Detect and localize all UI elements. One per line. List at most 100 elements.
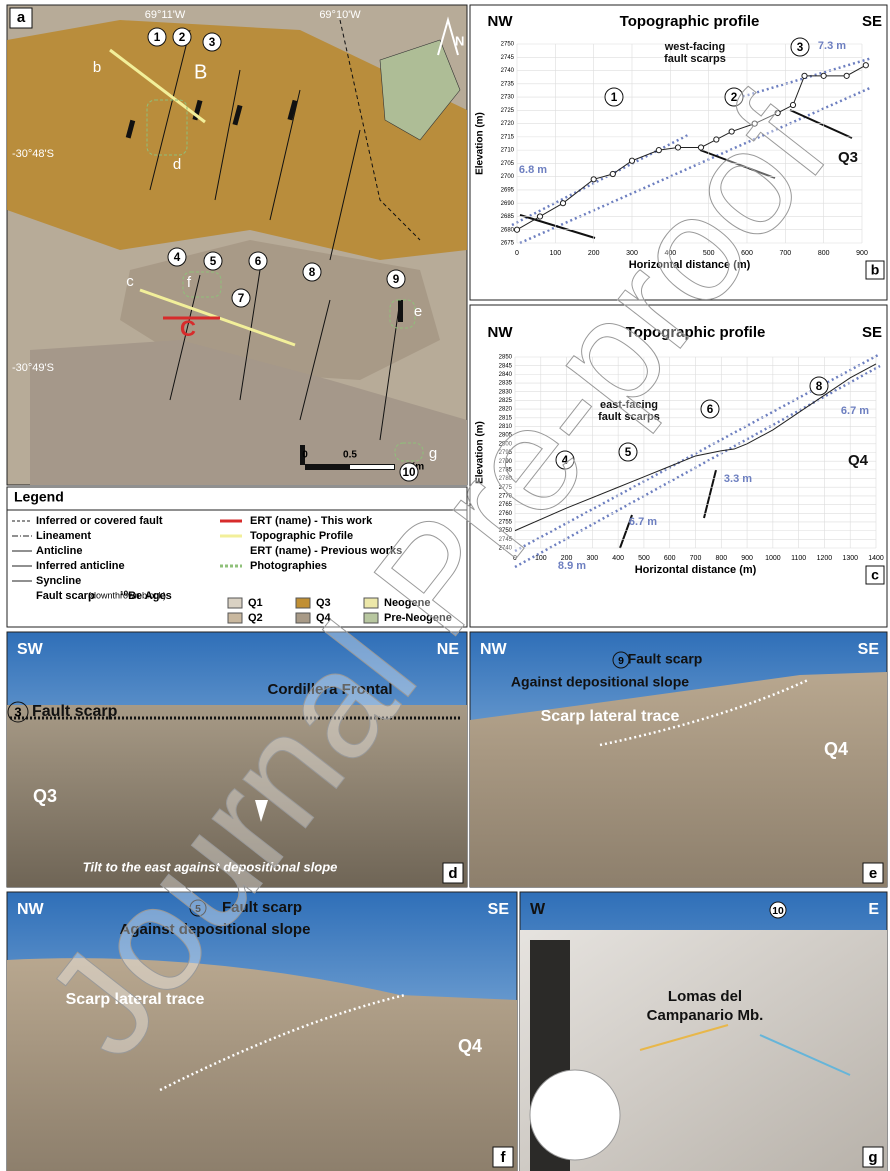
circled-number: 1 bbox=[611, 91, 618, 104]
x-tick-label: 400 bbox=[612, 555, 624, 562]
legend-label: Lineament bbox=[36, 530, 91, 542]
circled-number: 2 bbox=[179, 31, 186, 44]
photo-e bbox=[470, 632, 887, 887]
photo-text: Scarp lateral trace bbox=[541, 708, 680, 725]
direction-label: W bbox=[530, 901, 546, 918]
profile-letter: B bbox=[194, 61, 207, 83]
y-tick-label: 2675 bbox=[501, 241, 515, 247]
y-tick-label: 2720 bbox=[501, 121, 515, 127]
circled-number: 9 bbox=[618, 656, 624, 667]
x-tick-label: 700 bbox=[690, 555, 702, 562]
direction-label: NW bbox=[488, 324, 514, 341]
photo-text: Q3 bbox=[33, 786, 57, 806]
unit-swatch bbox=[228, 613, 242, 623]
legend-label: Syncline bbox=[36, 575, 81, 587]
longitude-label: 69°10'W bbox=[319, 9, 361, 21]
photo-text: Q4 bbox=[824, 739, 848, 759]
annotation: 3.3 m bbox=[724, 473, 752, 485]
y-axis-label: Elevation (m) bbox=[475, 112, 486, 175]
y-tick-label: 2730 bbox=[501, 95, 515, 101]
panel-label: g bbox=[868, 1149, 877, 1166]
y-tick-label: 2710 bbox=[501, 148, 515, 154]
circled-number: 3 bbox=[797, 41, 804, 54]
photo-text: Campanario Mb. bbox=[647, 1007, 764, 1024]
circled-number: 1 bbox=[154, 31, 161, 44]
circled-number: 5 bbox=[210, 255, 217, 268]
y-tick-label: 2690 bbox=[501, 201, 515, 207]
circled-number: 8 bbox=[816, 380, 823, 393]
photo-text: Fault scarp bbox=[32, 703, 118, 720]
x-tick-label: 1300 bbox=[842, 555, 858, 562]
figure: a 69°11'W 69°10'W -30°48'S -30°49'S N 0 … bbox=[0, 0, 890, 1171]
y-tick-label: 2725 bbox=[501, 108, 515, 114]
scale-bar bbox=[350, 465, 394, 469]
x-tick-label: 900 bbox=[856, 250, 868, 257]
x-tick-label: 1100 bbox=[791, 555, 806, 562]
unit-swatch bbox=[228, 598, 242, 608]
profile-point bbox=[863, 63, 868, 68]
scale-label: 0 bbox=[302, 450, 308, 461]
y-tick-label: 2735 bbox=[501, 81, 515, 87]
profile-point bbox=[537, 214, 542, 219]
photo-text: Lomas del bbox=[668, 988, 742, 1005]
x-tick-label: 600 bbox=[664, 555, 676, 562]
latitude-label: -30°48'S bbox=[12, 148, 54, 160]
x-tick-label: 1200 bbox=[817, 555, 833, 562]
circled-number: 10 bbox=[772, 906, 784, 917]
photo-letter: d bbox=[173, 156, 181, 173]
circled-number: 6 bbox=[255, 255, 262, 268]
unit-label: Q1 bbox=[248, 597, 263, 609]
y-tick-label: 2695 bbox=[501, 188, 515, 194]
profile-point bbox=[591, 177, 596, 182]
legend-label: Fault scarp bbox=[36, 590, 95, 602]
annotation: Q4 bbox=[848, 452, 869, 469]
x-tick-label: 500 bbox=[638, 555, 650, 562]
profile-point bbox=[610, 171, 615, 176]
legend-label: Inferred or covered fault bbox=[36, 515, 163, 527]
annotation: 6.7 m bbox=[629, 516, 657, 528]
profile-point bbox=[790, 102, 795, 107]
profile-point bbox=[629, 158, 634, 163]
direction-label: NW bbox=[17, 901, 45, 918]
direction-label: E bbox=[868, 901, 879, 918]
direction-label: SW bbox=[17, 641, 44, 658]
annotation: 6.8 m bbox=[519, 164, 547, 176]
panel-label: e bbox=[869, 865, 877, 882]
circled-number: 4 bbox=[174, 251, 181, 264]
circled-number: 7 bbox=[238, 292, 245, 305]
north-label: N bbox=[455, 33, 464, 48]
latitude-label: -30°49'S bbox=[12, 362, 54, 374]
y-tick-label: 2740 bbox=[501, 68, 515, 74]
legend-label: Anticline bbox=[36, 545, 82, 557]
profile-letter: C bbox=[180, 316, 196, 341]
profile-point bbox=[560, 201, 565, 206]
circled-number: 6 bbox=[707, 403, 714, 416]
annotation: fault scarps bbox=[664, 53, 726, 65]
y-tick-label: 2705 bbox=[501, 161, 515, 167]
direction-label: NW bbox=[488, 13, 514, 30]
x-axis-label: Horizontal distance (m) bbox=[635, 564, 757, 576]
profile-point bbox=[514, 227, 519, 232]
legend-label: ERT (name) - This work bbox=[250, 515, 373, 527]
unit-label: Q2 bbox=[248, 612, 263, 624]
y-tick-label: 2700 bbox=[501, 174, 515, 180]
circled-number: 3 bbox=[209, 36, 216, 49]
scale-label: 0.5 bbox=[343, 450, 357, 461]
y-tick-label: 2680 bbox=[501, 227, 515, 233]
annotation: 7.3 m bbox=[818, 40, 846, 52]
photo-text: Q4 bbox=[458, 1036, 482, 1056]
panel-label: d bbox=[448, 865, 457, 882]
profile-point bbox=[821, 73, 826, 78]
x-tick-label: 800 bbox=[818, 250, 830, 257]
y-tick-label: 2750 bbox=[501, 42, 515, 48]
legend-label: Topographic Profile bbox=[250, 530, 353, 542]
x-tick-label: 100 bbox=[549, 250, 561, 257]
direction-label: SE bbox=[858, 641, 880, 658]
chart-title: Topographic profile bbox=[620, 13, 760, 30]
photo-letter: c bbox=[126, 273, 134, 290]
panel-label: a bbox=[17, 9, 26, 26]
photo-text: Against depositional slope bbox=[511, 674, 689, 690]
map-panel: a 69°11'W 69°10'W -30°48'S -30°49'S N 0 … bbox=[7, 5, 467, 485]
photo-letter: e bbox=[414, 303, 422, 320]
x-tick-label: 1000 bbox=[765, 555, 781, 562]
